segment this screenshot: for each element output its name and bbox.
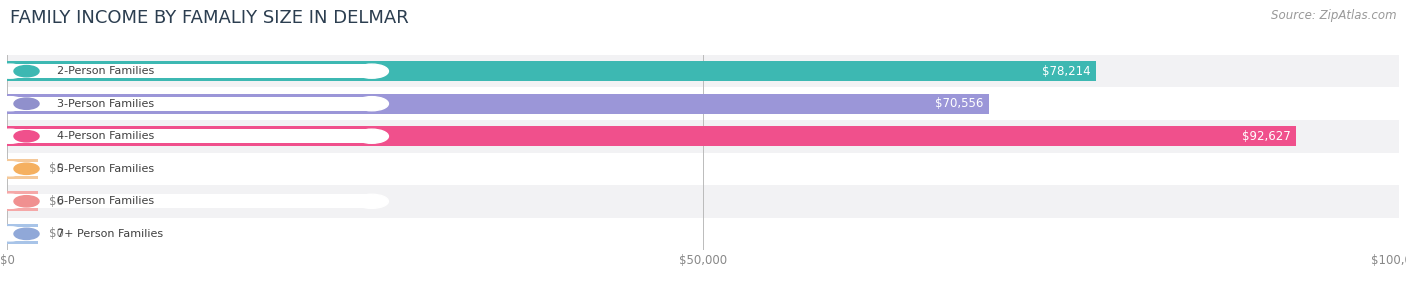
- Text: 6-Person Families: 6-Person Families: [58, 196, 155, 206]
- Ellipse shape: [0, 194, 27, 208]
- Bar: [7, 94, 990, 114]
- Bar: [7, 217, 1399, 250]
- Bar: [7, 61, 1095, 81]
- Ellipse shape: [356, 227, 388, 241]
- Text: Source: ZipAtlas.com: Source: ZipAtlas.com: [1271, 9, 1396, 22]
- Bar: [7, 159, 38, 179]
- Ellipse shape: [0, 162, 27, 176]
- Bar: [7, 120, 1399, 152]
- Ellipse shape: [0, 129, 27, 143]
- Text: FAMILY INCOME BY FAMALIY SIZE IN DELMAR: FAMILY INCOME BY FAMALIY SIZE IN DELMAR: [10, 9, 409, 27]
- Text: 7+ Person Families: 7+ Person Families: [58, 229, 163, 239]
- Bar: [7, 191, 38, 211]
- Text: 4-Person Families: 4-Person Families: [58, 131, 155, 141]
- Bar: [7, 152, 1399, 185]
- Text: $70,556: $70,556: [935, 97, 984, 110]
- Bar: [7, 185, 1399, 217]
- Ellipse shape: [356, 64, 388, 78]
- Ellipse shape: [14, 228, 39, 239]
- Bar: [7, 88, 1399, 120]
- Bar: [10, 129, 371, 143]
- Bar: [10, 194, 371, 208]
- Ellipse shape: [0, 97, 27, 111]
- Text: $0: $0: [49, 195, 63, 208]
- Ellipse shape: [14, 131, 39, 142]
- Text: 5-Person Families: 5-Person Families: [58, 164, 155, 174]
- Bar: [10, 97, 371, 111]
- Ellipse shape: [356, 97, 388, 111]
- Ellipse shape: [14, 163, 39, 174]
- Text: $0: $0: [49, 162, 63, 175]
- Bar: [7, 126, 1296, 146]
- Ellipse shape: [356, 162, 388, 176]
- Ellipse shape: [356, 129, 388, 143]
- Ellipse shape: [14, 66, 39, 77]
- Text: 3-Person Families: 3-Person Families: [58, 99, 155, 109]
- Bar: [10, 64, 371, 78]
- Ellipse shape: [14, 98, 39, 109]
- Ellipse shape: [14, 196, 39, 207]
- Text: 2-Person Families: 2-Person Families: [58, 66, 155, 76]
- Bar: [10, 227, 371, 241]
- Text: $92,627: $92,627: [1241, 130, 1291, 143]
- Bar: [7, 55, 1399, 88]
- Ellipse shape: [356, 194, 388, 208]
- Bar: [10, 162, 371, 176]
- Ellipse shape: [0, 227, 27, 241]
- Text: $78,214: $78,214: [1042, 65, 1090, 78]
- Text: $0: $0: [49, 227, 63, 240]
- Bar: [7, 224, 38, 244]
- Ellipse shape: [0, 64, 27, 78]
